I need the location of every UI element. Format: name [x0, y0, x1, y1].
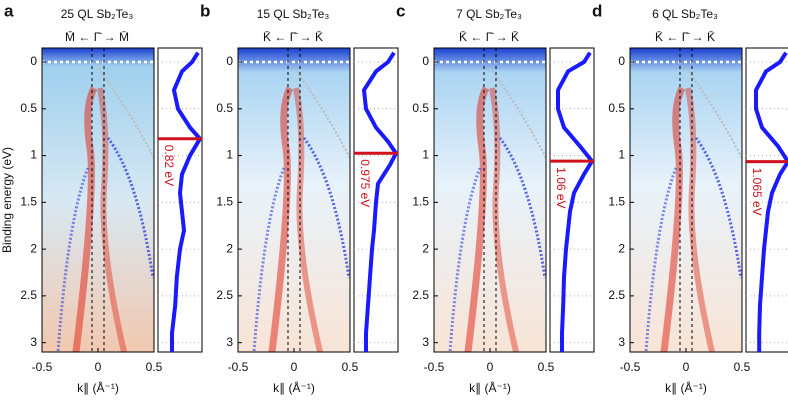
y-tick-label: 0: [30, 54, 37, 68]
band-blue: [448, 167, 482, 352]
marker-label: 1.06 eV: [554, 167, 568, 208]
band-blue: [644, 167, 678, 352]
map: [434, 48, 546, 352]
direction-label: M̄ ← Γ̄ → M̄: [65, 30, 129, 44]
x-tick-label: 0.5: [734, 360, 751, 374]
panel-letter: a: [4, 1, 14, 20]
marker-label: 0.82 eV: [162, 145, 176, 186]
y-tick-label: 2: [618, 241, 625, 255]
y-tick-label: 0: [226, 54, 233, 68]
marker-label: 0.975 eV: [358, 159, 372, 207]
y-tick-label: 2: [226, 241, 233, 255]
y-tick-label: 2.5: [412, 288, 429, 302]
panel-title: 6 QL Sb₂Te₃: [652, 7, 718, 21]
panel-letter: d: [592, 1, 602, 20]
y-tick-label: 2.5: [20, 288, 37, 302]
band-red: [72, 86, 98, 352]
y-tick-label: 1: [422, 148, 429, 162]
edc-curve: [754, 51, 788, 352]
map: [238, 48, 350, 352]
y-tick-label: 3: [618, 335, 625, 349]
x-tick-label: 0.5: [538, 360, 555, 374]
band-red: [268, 86, 294, 352]
x-axis-label: k∥ (Å⁻¹): [665, 380, 707, 395]
x-tick-label: -0.5: [424, 360, 445, 374]
edc-curve: [170, 51, 203, 352]
y-tick-label: 0.5: [216, 101, 233, 115]
x-tick-label: -0.5: [32, 360, 53, 374]
y-tick-label: 1: [226, 148, 233, 162]
x-tick-label: 0: [95, 360, 102, 374]
x-tick-label: 0.5: [342, 360, 359, 374]
y-tick-label: 0: [618, 54, 625, 68]
panel-title: 15 QL Sb₂Te₃: [257, 7, 330, 21]
direction-label: K̄ ← Γ̄ → K̄: [655, 30, 715, 44]
panel-letter: b: [200, 1, 210, 20]
x-axis-label: k∥ (Å⁻¹): [273, 380, 315, 395]
panel-letter: c: [396, 1, 405, 20]
edc-frame: [745, 47, 788, 353]
y-tick-label: 0.5: [608, 101, 625, 115]
x-axis-label: k∥ (Å⁻¹): [77, 380, 119, 395]
y-tick-label: 3: [422, 335, 429, 349]
map: [630, 48, 742, 352]
y-tick-label: 1.5: [20, 195, 37, 209]
y-tick-label: 0.5: [412, 101, 429, 115]
x-tick-label: 0: [291, 360, 298, 374]
y-tick-label: 2: [30, 241, 37, 255]
map: [42, 48, 154, 352]
band-blue: [694, 137, 742, 279]
direction-label: K̄ ← Γ̄ → K̄: [459, 30, 519, 44]
direction-label: K̄ ← Γ̄ → K̄: [263, 30, 323, 44]
edc-curve: [361, 51, 399, 352]
y-tick-label: 2.5: [608, 288, 625, 302]
y-tick-label: 1: [30, 148, 37, 162]
band-blue: [56, 167, 90, 352]
band-red: [464, 86, 490, 352]
band-blue: [252, 167, 286, 352]
y-tick-label: 3: [30, 335, 37, 349]
y-tick-label: 0.5: [20, 101, 37, 115]
edc-curve: [556, 51, 595, 352]
x-tick-label: 0.5: [146, 360, 163, 374]
y-tick-label: 1.5: [216, 195, 233, 209]
y-tick-label: 0: [422, 54, 429, 68]
band-red: [660, 86, 686, 352]
panel-title: 7 QL Sb₂Te₃: [456, 7, 522, 21]
x-tick-label: 0: [683, 360, 690, 374]
marker-label: 1.065 eV: [750, 168, 764, 216]
y-tick-label: 1.5: [412, 195, 429, 209]
y-tick-label: 2: [422, 241, 429, 255]
x-tick-label: 0: [487, 360, 494, 374]
band-blue: [106, 137, 154, 279]
y-tick-label: 1.5: [608, 195, 625, 209]
x-tick-label: -0.5: [228, 360, 249, 374]
y-tick-label: 2.5: [216, 288, 233, 302]
band-blue: [302, 137, 350, 279]
x-tick-label: -0.5: [620, 360, 641, 374]
y-tick-label: 1: [618, 148, 625, 162]
y-tick-label: 3: [226, 335, 233, 349]
panel-title: 25 QL Sb₂Te₃: [61, 7, 134, 21]
x-axis-label: k∥ (Å⁻¹): [469, 380, 511, 395]
band-blue: [498, 137, 546, 279]
y-axis-label: Binding energy (eV): [0, 147, 14, 253]
